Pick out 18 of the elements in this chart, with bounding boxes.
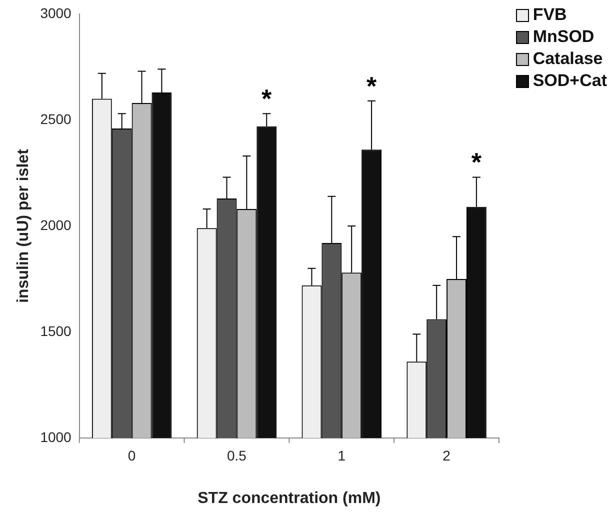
y-tick-label: 1000 [40, 428, 72, 445]
y-tick-label: 2500 [40, 110, 72, 127]
y-axis-title: insulin (uU) per islet [15, 148, 32, 303]
y-tick-label: 3000 [40, 4, 72, 21]
legend-label: FVB [532, 4, 567, 26]
x-tick-label: 2 [442, 447, 451, 464]
annotation: * [471, 147, 482, 178]
legend-label: Catalase [532, 48, 603, 70]
annotation: * [262, 84, 273, 114]
x-tick-label: 0.5 [226, 447, 247, 464]
x-tick-label: 1 [338, 447, 346, 464]
y-tick-label: 1500 [40, 322, 72, 339]
legend-label: MnSOD [532, 26, 594, 48]
x-axis-title: STZ concentration (mM) [198, 490, 381, 507]
annotation: * [366, 70, 378, 101]
legend-label: SOD+Cat [532, 70, 607, 92]
y-tick-label: 2000 [40, 216, 72, 233]
x-tick-label: 0 [128, 447, 136, 464]
